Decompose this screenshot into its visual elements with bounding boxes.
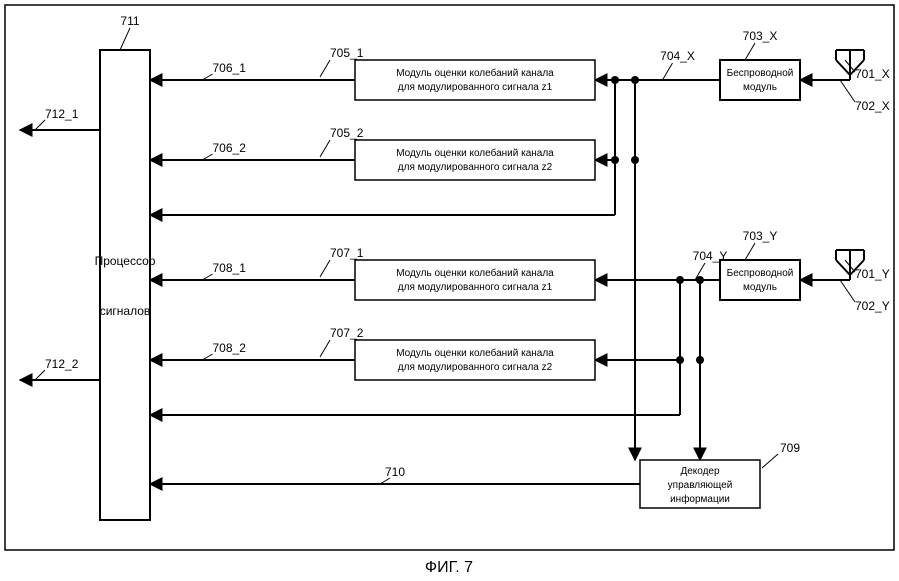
- leader-o2: [35, 370, 45, 380]
- estimator-m707_2: [355, 340, 595, 380]
- node-bxb-1: [611, 76, 619, 84]
- ref-702-wx: 702_X: [855, 99, 890, 113]
- leader-703-wy: [745, 243, 755, 260]
- decoder-l1: Декодер: [680, 466, 720, 477]
- ref-m707_2-out: 708_2: [213, 341, 247, 355]
- ref-o1: 712_1: [45, 107, 79, 121]
- estimator-m705_2-l2: для модулированного сигнала z2: [398, 162, 553, 173]
- wireless-wx: [720, 60, 800, 100]
- node-bx-2: [631, 156, 639, 164]
- ref-m705_2: 705_2: [330, 126, 364, 140]
- antenna-v-l: [836, 260, 850, 275]
- leader-703-wx: [745, 43, 755, 60]
- estimator-m707_1-l1: Модуль оценки колебаний канала: [396, 267, 554, 279]
- leader-702-wx: [840, 80, 855, 102]
- wireless-wy-l1: Беспроводной: [727, 268, 794, 279]
- node-by-1: [696, 276, 704, 284]
- leader-m707_1: [320, 260, 330, 277]
- ref-709: 709: [780, 441, 800, 455]
- decoder-l2: управляющей: [668, 480, 733, 491]
- ref-703-wy: 703_Y: [743, 229, 778, 243]
- estimator-m705_1: [355, 60, 595, 100]
- estimator-m705_1-l2: для модулированного сигнала z1: [398, 82, 553, 93]
- estimator-m707_2-l2: для модулированного сигнала z2: [398, 362, 553, 373]
- ref-704-wy: 704_Y: [693, 249, 728, 263]
- estimator-m707_1-l2: для модулированного сигнала z1: [398, 282, 553, 293]
- ref-703-wx: 703_X: [743, 29, 778, 43]
- ref-m707_1-out: 708_1: [213, 261, 247, 275]
- node-byb-2: [676, 356, 684, 364]
- ref-710: 710: [385, 465, 405, 479]
- ref-m707_2: 707_2: [330, 326, 364, 340]
- node-byb-1: [676, 276, 684, 284]
- node-by-2: [696, 356, 704, 364]
- figure-label: ФИГ. 7: [425, 559, 473, 576]
- ref-m707_1: 707_1: [330, 246, 364, 260]
- ref-m705_1: 705_1: [330, 46, 364, 60]
- leader-702-wy: [840, 280, 855, 302]
- processor-label-2: сигналов: [100, 304, 151, 318]
- processor-label-1: Процессор: [95, 254, 156, 268]
- wireless-wx-l1: Беспроводной: [727, 68, 794, 79]
- estimator-m707_1: [355, 260, 595, 300]
- node-bx-1: [631, 76, 639, 84]
- estimator-m707_2-l1: Модуль оценки колебаний канала: [396, 347, 554, 359]
- ref-701-wx: 701_X: [855, 67, 890, 81]
- ref-m705_1-out: 706_1: [213, 61, 247, 75]
- estimator-m705_2: [355, 140, 595, 180]
- wireless-wy: [720, 260, 800, 300]
- estimator-m705_2-l1: Модуль оценки колебаний канала: [396, 147, 554, 159]
- ref-m705_2-out: 706_2: [213, 141, 247, 155]
- leader-709: [762, 454, 778, 468]
- leader-m705_2: [320, 140, 330, 157]
- wireless-wy-l2: модуль: [743, 282, 777, 293]
- processor-box: [100, 50, 150, 520]
- ref-702-wy: 702_Y: [855, 299, 890, 313]
- antenna-v-l: [836, 60, 850, 75]
- decoder-l3: информации: [670, 493, 730, 505]
- wireless-wx-l2: модуль: [743, 82, 777, 93]
- leader-704-wx: [663, 63, 673, 80]
- ref-711: 711: [120, 14, 139, 28]
- ref-704-wx: 704_X: [660, 49, 695, 63]
- ref-o2: 712_2: [45, 357, 79, 371]
- node-bxb-2: [611, 156, 619, 164]
- leader-o1: [35, 120, 45, 130]
- ref-701-wy: 701_Y: [855, 267, 890, 281]
- estimator-m705_1-l1: Модуль оценки колебаний канала: [396, 67, 554, 79]
- leader-m707_2: [320, 340, 330, 357]
- leader-m705_1: [320, 60, 330, 77]
- leader-711: [120, 28, 130, 50]
